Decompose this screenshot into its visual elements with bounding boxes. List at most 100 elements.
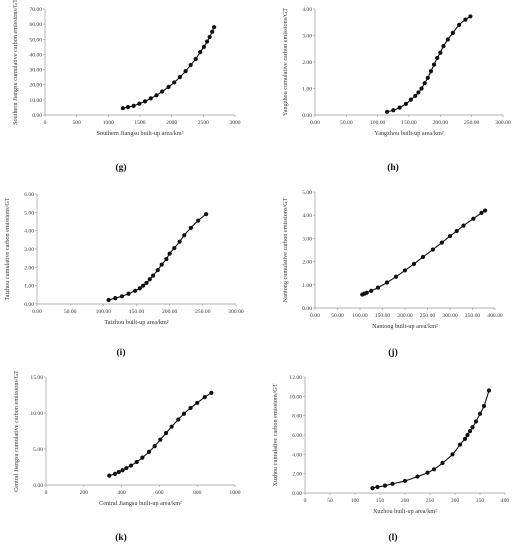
y-axis-title: Nantong cumulative carbon emissions/GT [282, 197, 289, 302]
data-point [390, 481, 395, 486]
data-point [160, 89, 165, 94]
x-tick-label: 200.00 [433, 120, 449, 126]
y-tick-label: 1.00 [302, 87, 312, 93]
data-point [176, 417, 181, 422]
x-tick-label: 2500 [198, 120, 209, 126]
x-tick-label: 150.00 [401, 120, 417, 126]
data-point [440, 460, 445, 466]
y-tick-label: 70.00 [29, 7, 42, 13]
data-point [183, 68, 188, 74]
data-point [422, 81, 427, 86]
series-line [372, 390, 490, 489]
data-point [125, 105, 131, 110]
data-point [413, 93, 418, 99]
x-axis-title: Taizhou built-up area/km² [104, 319, 168, 326]
data-point [202, 395, 207, 400]
data-point [473, 419, 479, 424]
panel-label: (j) [388, 347, 398, 358]
x-tick-label: 100 [351, 498, 360, 504]
data-point [384, 109, 390, 114]
data-point [188, 225, 193, 231]
chart-panel-i: 0.00 50.00 100.00 150.00 200.00 250.00 300.00 0… [4, 192, 244, 358]
x-tick-label: 0.00 [310, 120, 320, 126]
y-tick-label: 60.00 [29, 22, 42, 28]
x-tick-label: 350.00 [465, 313, 481, 319]
data-point [369, 288, 374, 293]
data-point [159, 262, 164, 267]
y-tick-label: 6.00 [24, 192, 34, 198]
y-tick-label: 10.00 [30, 411, 43, 417]
data-point [370, 486, 375, 491]
data-point [384, 280, 390, 285]
x-tick-label: 1500 [134, 120, 145, 126]
series-line [362, 210, 486, 296]
data-point [131, 103, 136, 109]
data-point [207, 34, 212, 40]
x-axis-title: Yangzhou built-up area/km² [374, 130, 443, 137]
x-tick-label: 150.00 [375, 313, 391, 319]
x-tick-label: 3000 [229, 120, 240, 126]
data-point [177, 75, 182, 80]
x-tick-label: 200 [401, 498, 410, 504]
y-axis-title: Yangzhou cumulative carbon emissions/GT [282, 8, 289, 116]
data-point [416, 90, 421, 95]
data-point [463, 17, 468, 22]
x-tick-label: 300 [451, 498, 460, 504]
data-point [137, 101, 142, 106]
panel-label: (g) [115, 162, 126, 173]
x-axis-title: Nantong built-up area/km² [372, 323, 438, 330]
x-tick-label: 200.00 [397, 313, 413, 319]
y-tick-label: 6.00 [292, 433, 302, 439]
data-point [119, 294, 125, 299]
data-point [177, 239, 182, 244]
data-point [445, 37, 450, 42]
data-point [120, 106, 125, 111]
data-point [196, 218, 201, 223]
y-axis-title: Xuzhou cumulative carbon emissions/GT [272, 383, 279, 486]
data-point [137, 286, 142, 291]
data-point [195, 400, 200, 406]
data-point [172, 245, 177, 251]
data-point [188, 62, 193, 68]
data-point [419, 86, 424, 91]
data-point [471, 216, 476, 221]
chart-panel-g: 0 500 1000 1500 2000 2500 3000 0.00 10.00 20.00 30… [12, 0, 241, 173]
data-point [140, 455, 145, 460]
data-point [477, 411, 483, 416]
data-point [146, 449, 152, 454]
chart-panel-k: 0 200 400 600 800 1000 0.00 5.00 10.00 15.00 Centr… [13, 370, 241, 543]
y-tick-label: 0.00 [33, 483, 43, 489]
x-tick-label: 0.00 [32, 309, 42, 315]
data-point [167, 251, 172, 256]
data-point [209, 390, 214, 395]
y-tick-label: 0.00 [302, 113, 312, 119]
y-axis-title: Central Jiangsu cumulative carbon emissi… [13, 370, 20, 492]
data-point [470, 425, 475, 430]
data-point [164, 256, 169, 262]
data-point [133, 288, 138, 293]
y-tick-label: 2.00 [292, 472, 302, 478]
y-tick-label: 0.00 [32, 113, 42, 119]
data-point [486, 388, 492, 393]
x-tick-label: 800 [193, 490, 202, 496]
data-point [479, 210, 484, 215]
data-point [141, 283, 146, 288]
y-tick-label: 30.00 [29, 68, 42, 74]
x-tick-label: 2000 [166, 120, 177, 126]
x-tick-label: 150 [376, 498, 385, 504]
y-tick-label: 2.00 [24, 265, 34, 271]
chart-panel-l: 0 50 100 150 200 250 300 350 400 0.00 2.00 4.00 6.00… [272, 375, 509, 543]
data-point [128, 463, 134, 468]
x-tick-label: 50 [327, 498, 333, 504]
x-tick-label: 100.00 [96, 309, 112, 315]
x-tick-label: 150.00 [129, 309, 145, 315]
data-point [447, 233, 453, 239]
data-point [438, 50, 443, 55]
data-point [430, 247, 435, 252]
data-point [106, 297, 111, 303]
data-point [461, 223, 466, 228]
data-point [462, 436, 468, 441]
data-point [397, 105, 402, 110]
x-tick-label: 0 [304, 498, 307, 504]
